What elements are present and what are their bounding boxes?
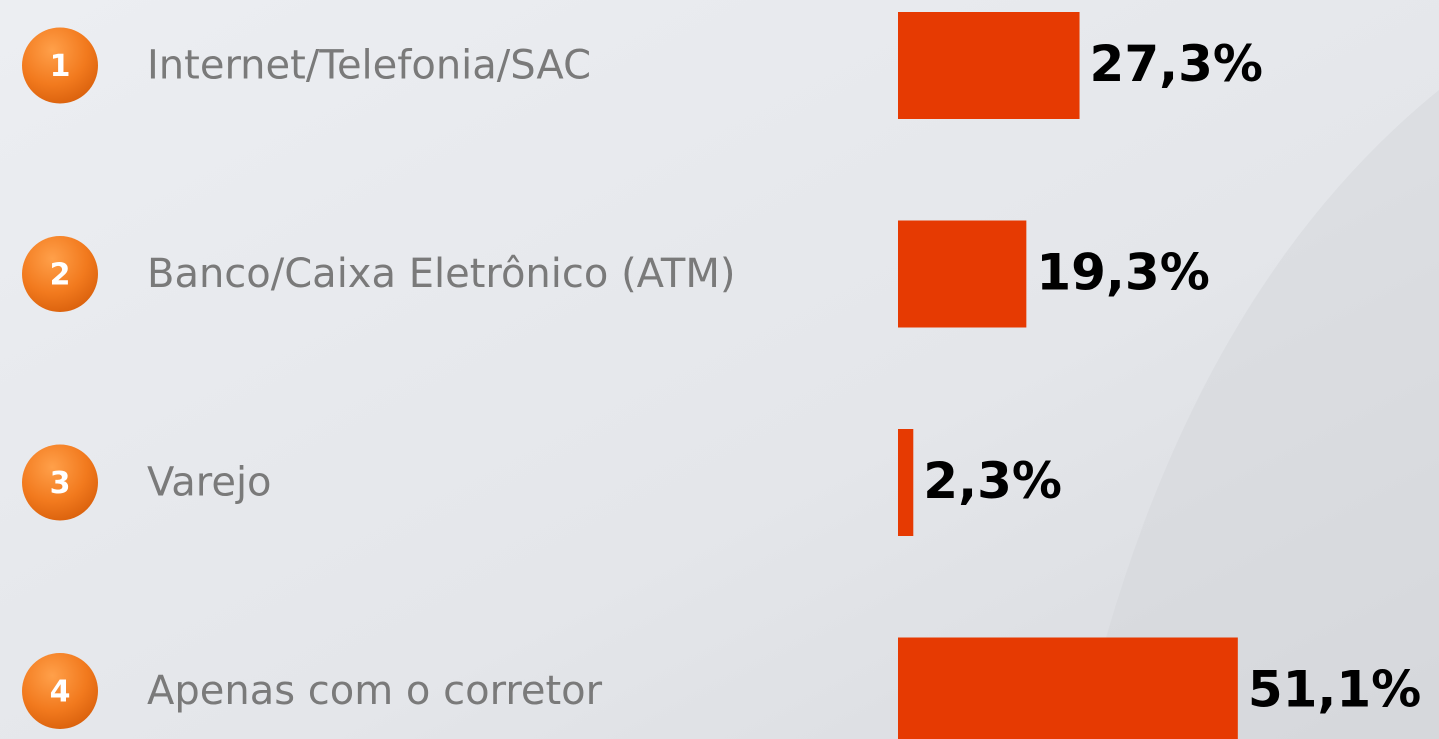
category-label: Varejo	[147, 460, 272, 506]
rank-badge	[22, 27, 98, 104]
rank-badge	[22, 236, 98, 312]
bar	[898, 12, 1080, 119]
bar	[898, 637, 1238, 739]
rank-number: 4	[50, 675, 71, 710]
category-label: Internet/Telefonia/SAC	[147, 43, 591, 89]
rank-number: 3	[50, 466, 71, 501]
rank-number: 2	[50, 258, 71, 293]
value-label: 27,3%	[1090, 35, 1263, 93]
building-shadow	[1080, 90, 1439, 739]
value-label: 19,3%	[1036, 244, 1209, 302]
category-label: Banco/Caixa Eletrônico (ATM)	[147, 251, 735, 297]
value-label: 2,3%	[923, 452, 1062, 510]
rank-badge	[22, 444, 98, 521]
category-label: Apenas com o corretor	[147, 668, 603, 714]
rank-number: 1	[50, 49, 71, 84]
value-label: 51,1%	[1248, 661, 1421, 719]
bar	[898, 220, 1027, 328]
rank-badge	[22, 653, 98, 729]
bar	[898, 429, 914, 536]
